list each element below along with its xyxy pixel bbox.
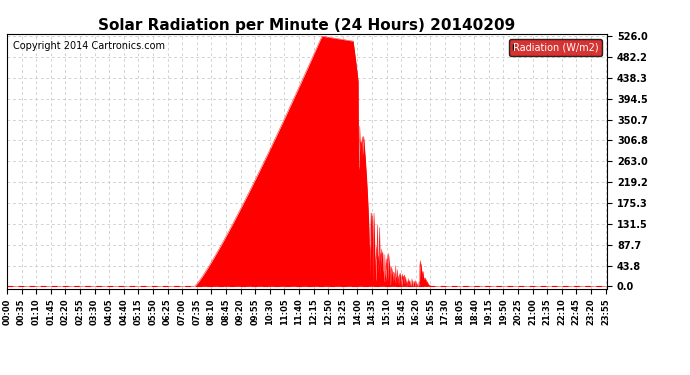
Legend: Radiation (W/m2): Radiation (W/m2) [509,39,602,56]
Title: Solar Radiation per Minute (24 Hours) 20140209: Solar Radiation per Minute (24 Hours) 20… [99,18,515,33]
Text: Copyright 2014 Cartronics.com: Copyright 2014 Cartronics.com [13,41,165,51]
